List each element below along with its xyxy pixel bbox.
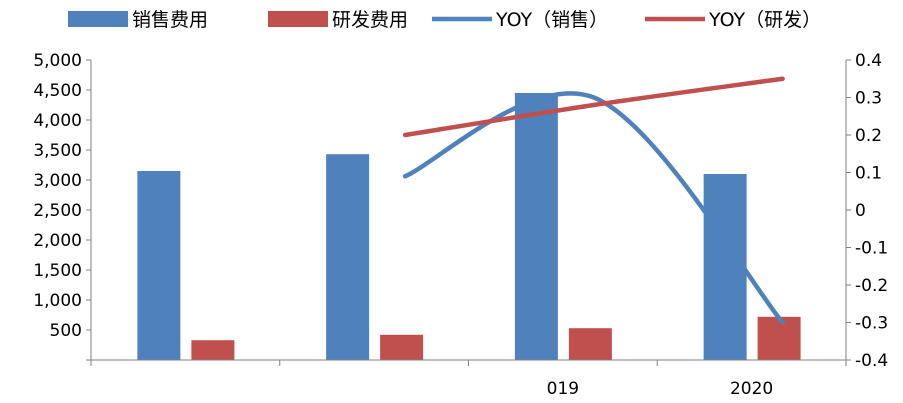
x-tick-label: 2020 [730, 379, 773, 399]
left-tick-label: 3,000 [33, 171, 82, 191]
x-axis: 019 2020 [90, 359, 847, 399]
bar-rnd [380, 334, 424, 360]
legend: 销售费用 研发费用 YOY（销售） YOY（研发） [68, 9, 821, 31]
right-tick-label: 0.1 [855, 164, 882, 184]
left-tick-label: 2,000 [33, 231, 82, 251]
bar-sales [514, 93, 558, 360]
right-axis: -0.4 -0.3 -0.2 -0.1 0 0.1 0.2 0.3 0.4 [845, 51, 888, 371]
bar-rnd [568, 328, 612, 360]
right-tick-label: 0.3 [855, 89, 882, 109]
bar-sales [703, 174, 747, 360]
bar-sales [326, 154, 370, 360]
legend-label: YOY（研发） [708, 9, 821, 31]
legend-label: 销售费用 [132, 9, 208, 31]
left-tick-label: 1,500 [33, 261, 82, 281]
right-tick-label: -0.3 [855, 314, 888, 334]
right-tick-label: 0 [855, 201, 866, 221]
legend-swatch [268, 11, 328, 27]
left-tick-label: 2,500 [33, 201, 82, 221]
bars [137, 93, 801, 360]
left-tick-label: 500 [50, 321, 82, 341]
line-yoy-sales [402, 91, 785, 325]
left-tick-label: 4,500 [33, 81, 82, 101]
right-tick-label: -0.4 [855, 351, 888, 371]
legend-swatch [68, 11, 128, 27]
left-tick-label: 4,000 [33, 111, 82, 131]
bar-sales [137, 171, 181, 360]
right-tick-label: 0.4 [855, 51, 882, 71]
left-tick-label: 1,000 [33, 291, 82, 311]
legend-label: YOY（销售） [495, 9, 608, 31]
lines [402, 76, 785, 325]
line-yoy-rnd [402, 76, 785, 138]
left-tick-label: 5,000 [33, 51, 82, 71]
right-tick-label: -0.1 [855, 239, 888, 259]
right-tick-label: -0.2 [855, 276, 888, 296]
x-tick-label: 019 [547, 379, 579, 399]
bar-rnd [191, 340, 235, 360]
bar-rnd [757, 316, 801, 360]
left-axis: 500 1,000 1,500 2,000 2,500 3,000 3,500 4,000 4,… [33, 51, 92, 361]
legend-label: 研发费用 [332, 9, 408, 31]
left-tick-label: 3,500 [33, 141, 82, 161]
right-tick-label: 0.2 [855, 126, 882, 146]
